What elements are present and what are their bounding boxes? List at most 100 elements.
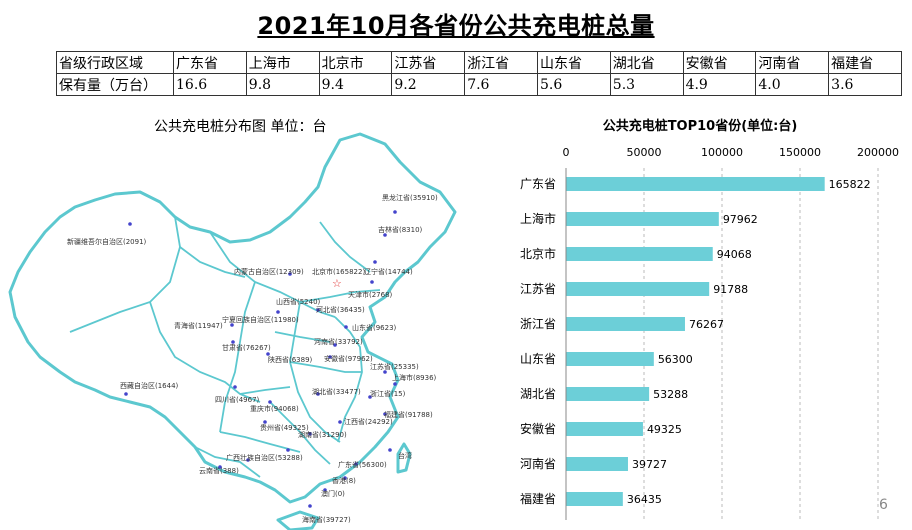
map-province-label: 新疆维吾尔自治区(2091) bbox=[67, 237, 147, 246]
chart-gridlines bbox=[643, 168, 879, 520]
map-province-label: 内蒙古自治区(12309) bbox=[234, 267, 304, 276]
chart-x-tick-label: 0 bbox=[563, 146, 570, 159]
chart-bar bbox=[566, 212, 719, 226]
map-province-label: 广东省(56300) bbox=[338, 460, 387, 469]
chart-category-label: 安徽省 bbox=[520, 421, 556, 436]
table-cell-province: 山东省 bbox=[536, 51, 611, 74]
map-province-label: 辽宁省(14744) bbox=[364, 267, 413, 276]
chart-category-label: 福建省 bbox=[520, 491, 556, 506]
table-value-row: 保有量（万台） 16.6 9.8 9.4 9.2 7.6 5.6 5.3 4.9… bbox=[56, 73, 902, 96]
table-cell-value: 9.8 bbox=[245, 73, 320, 96]
chart-category-label: 北京市 bbox=[520, 246, 556, 261]
table-cell-province: 江苏省 bbox=[391, 51, 466, 74]
table-cell-value: 16.6 bbox=[173, 73, 247, 96]
map-outline bbox=[8, 132, 457, 530]
table-cell-value: 5.3 bbox=[609, 73, 684, 96]
map-province-label: 海南省(39727) bbox=[302, 515, 351, 524]
map-dots bbox=[124, 210, 397, 508]
chart-data-label: 49325 bbox=[647, 423, 682, 436]
map-province-label: 河北省(36435) bbox=[316, 305, 365, 314]
chart-x-ticks: 0 50000 100000 150000 200000 bbox=[563, 146, 900, 159]
map-province-label: 青海省(11947) bbox=[174, 321, 223, 330]
map-province-label: 湖北省(33477) bbox=[312, 387, 361, 396]
table-header-row: 省级行政区域 广东省 上海市 北京市 江苏省 浙江省 山东省 湖北省 安徽省 河… bbox=[56, 51, 902, 74]
chart-bar bbox=[566, 282, 710, 296]
table-cell-province: 浙江省 bbox=[464, 51, 538, 74]
table-cell-value: 7.6 bbox=[464, 73, 538, 96]
table-cell-value: 3.6 bbox=[828, 73, 902, 96]
table-cell-value: 9.2 bbox=[391, 73, 466, 96]
chart-category-label: 广东省 bbox=[520, 177, 556, 191]
table-cell-province: 湖北省 bbox=[609, 51, 684, 74]
map-province-label: 河南省(33792) bbox=[314, 337, 363, 346]
table-cell-province: 河南省 bbox=[755, 51, 830, 74]
chart-x-tick-label: 50000 bbox=[627, 146, 662, 159]
map-province-label: 陕西省(6389) bbox=[268, 355, 313, 364]
chart-data-label: 36435 bbox=[627, 493, 662, 506]
table-cell-value: 4.0 bbox=[755, 73, 830, 96]
chart-x-tick-label: 200000 bbox=[857, 146, 899, 159]
chart-data-label: 94068 bbox=[717, 248, 752, 261]
chart-bars: 广东省 165822 上海市 97962 北京市 94068 江苏省 91788 浙江省 7626… bbox=[520, 177, 871, 506]
page-number: 6 bbox=[879, 497, 888, 513]
map-province-label: 湖南省(31290) bbox=[298, 430, 347, 439]
map-province-label: 西藏自治区(1644) bbox=[120, 381, 179, 390]
map-province-label: 重庆市(94068) bbox=[250, 404, 299, 413]
chart-bar bbox=[566, 177, 825, 191]
table-cell-province: 广东省 bbox=[173, 51, 247, 74]
chart-bar bbox=[566, 247, 713, 261]
chart-category-label: 湖北省 bbox=[520, 386, 556, 401]
chart-category-label: 山东省 bbox=[520, 352, 556, 366]
map-province-label: 江西省(24292) bbox=[344, 417, 393, 426]
page-title: 2021年10月各省份公共充电桩总量 bbox=[257, 12, 655, 40]
map-province-label: 甘肃省(76267) bbox=[222, 343, 271, 352]
province-borders bbox=[69, 216, 381, 478]
map-province-label: 台湾 bbox=[398, 451, 412, 460]
chart-data-label: 97962 bbox=[723, 213, 758, 226]
map-province-label: 广西壮族自治区(53288) bbox=[226, 453, 303, 462]
table-row-label: 保有量（万台） bbox=[56, 73, 174, 96]
chart-category-label: 上海市 bbox=[520, 211, 556, 226]
chart-data-label: 56300 bbox=[658, 353, 693, 366]
chart-category-label: 浙江省 bbox=[520, 317, 556, 331]
map-province-label: 澳门(0) bbox=[321, 489, 345, 498]
chart-bar bbox=[566, 387, 650, 401]
map-province-label: 四川省(4967) bbox=[215, 395, 260, 404]
table-cell-value: 4.9 bbox=[682, 73, 757, 96]
map-province-label: 黑龙江省(35910) bbox=[382, 193, 438, 202]
chart-data-label: 76267 bbox=[689, 318, 724, 331]
chart-bar bbox=[566, 317, 685, 331]
capital-star-icon: ☆ bbox=[332, 277, 342, 290]
table-cell-province: 上海市 bbox=[245, 51, 320, 74]
table-cell-value: 5.6 bbox=[536, 73, 611, 96]
chart-x-tick-label: 100000 bbox=[701, 146, 743, 159]
table-cell-province: 北京市 bbox=[318, 51, 393, 74]
map-province-label: 上海市(8936) bbox=[392, 373, 437, 382]
map-province-label: 云南省(388) bbox=[199, 466, 239, 475]
map-province-label: 山东省(9623) bbox=[352, 323, 397, 332]
chart-category-label: 江苏省 bbox=[520, 282, 556, 296]
table-cell-province: 安徽省 bbox=[682, 51, 757, 74]
map-province-label: 江苏省(25335) bbox=[370, 362, 419, 371]
map-province-label: 福建省(91788) bbox=[384, 410, 433, 419]
table-cell-province: 福建省 bbox=[828, 51, 902, 74]
map-label-layer: 黑龙江省(35910) 吉林省(8310) 新疆维吾尔自治区(2091) 内蒙古自治区… bbox=[67, 193, 438, 524]
map-province-label: 香港(8) bbox=[332, 476, 356, 485]
chart-data-label: 39727 bbox=[632, 458, 667, 471]
chart-title: 公共充电桩TOP10省份(单位:台) bbox=[603, 118, 798, 134]
map-province-label: 贵州省(49325) bbox=[260, 423, 309, 432]
chart-bar bbox=[566, 352, 654, 366]
province-summary-table: 省级行政区域 广东省 上海市 北京市 江苏省 浙江省 山东省 湖北省 安徽省 河… bbox=[56, 51, 902, 96]
chart-bar bbox=[566, 422, 643, 436]
map-province-label: 天津市(2768) bbox=[348, 290, 393, 299]
china-distribution-map: ☆ 黑龙江省(35910) 吉林省(8310) 新疆维吾尔自治区(2091) 内蒙古自… bbox=[8, 132, 457, 530]
chart-category-label: 河南省 bbox=[520, 456, 556, 471]
top10-bar-chart: 公共充电桩TOP10省份(单位:台) 0 50000 100000 150000 200… bbox=[520, 118, 900, 520]
map-province-label: 山西省(5240) bbox=[276, 297, 321, 306]
map-title: 公共充电桩分布图 单位：台 bbox=[154, 119, 327, 135]
table-header-label: 省级行政区域 bbox=[56, 51, 174, 74]
chart-bar bbox=[566, 492, 623, 506]
map-province-label: 宁夏回族自治区(11980) bbox=[222, 315, 299, 324]
chart-bar bbox=[566, 457, 628, 471]
map-province-label: 安徽省(97962) bbox=[324, 354, 373, 363]
